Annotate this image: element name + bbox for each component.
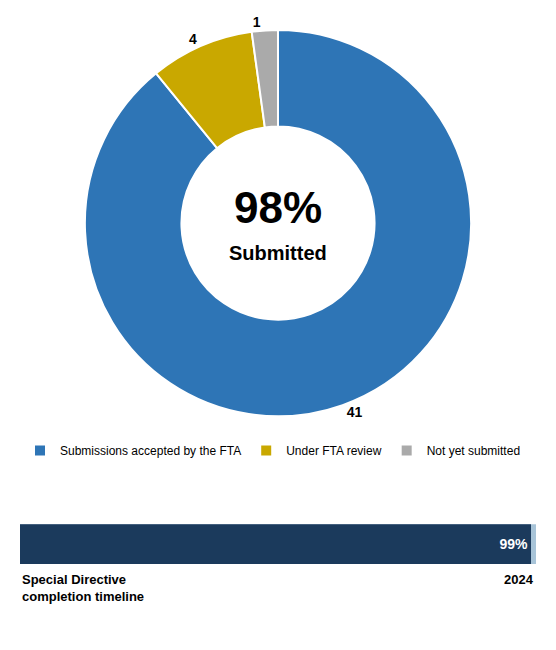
svg-text:Submitted: Submitted	[229, 242, 327, 264]
svg-text:Submissions accepted by the FT: Submissions accepted by the FTA	[60, 444, 241, 458]
svg-text:Special Directivecompletion ti: Special Directivecompletion timeline	[22, 572, 144, 604]
svg-text:Under FTA review: Under FTA review	[286, 444, 381, 458]
svg-text:1: 1	[253, 14, 261, 30]
svg-text:98%: 98%	[234, 183, 322, 232]
svg-text:41: 41	[347, 404, 363, 420]
svg-text:Not yet submitted: Not yet submitted	[427, 444, 520, 458]
svg-text:4: 4	[189, 31, 197, 47]
svg-text:2024: 2024	[504, 572, 534, 587]
svg-text:99%: 99%	[499, 536, 528, 552]
